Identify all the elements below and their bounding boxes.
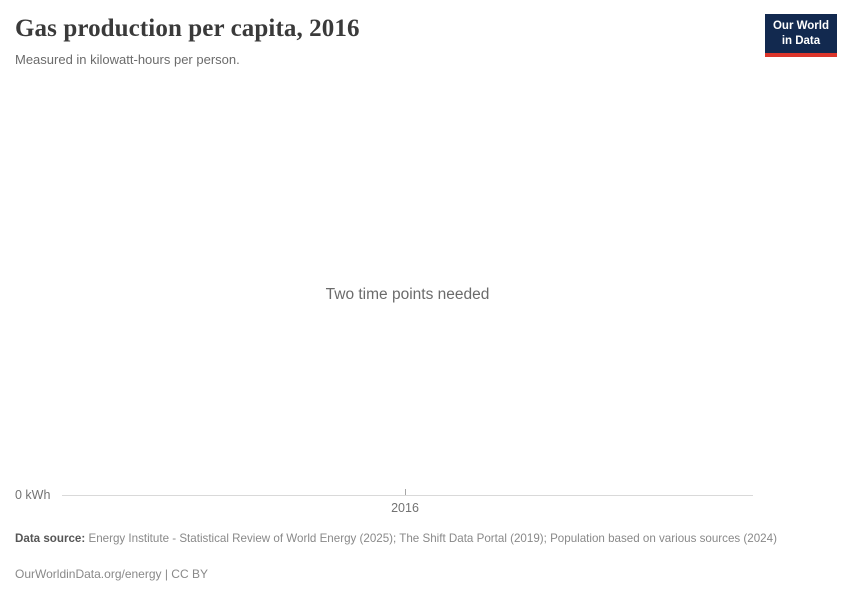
x-axis-tick (405, 489, 406, 495)
footer-license-line[interactable]: OurWorldinData.org/energy | CC BY (15, 567, 208, 581)
chart-subtitle: Measured in kilowatt-hours per person. (15, 52, 240, 67)
y-axis-zero-label: 0 kWh (15, 488, 51, 502)
owid-logo[interactable]: Our World in Data (764, 14, 837, 57)
data-source-text: Energy Institute - Statistical Review of… (88, 532, 777, 545)
page-title: Gas production per capita, 2016 (15, 15, 360, 42)
data-source-line[interactable]: Data source: Energy Institute - Statisti… (15, 531, 777, 546)
data-source-label: Data source: (15, 532, 86, 545)
empty-chart-message: Two time points needed (325, 286, 490, 303)
owid-logo-line2: in Data (781, 34, 821, 47)
x-axis-line (62, 495, 753, 496)
owid-logo-line1: Our World (772, 20, 829, 32)
x-axis-tick-label: 2016 (391, 501, 419, 515)
